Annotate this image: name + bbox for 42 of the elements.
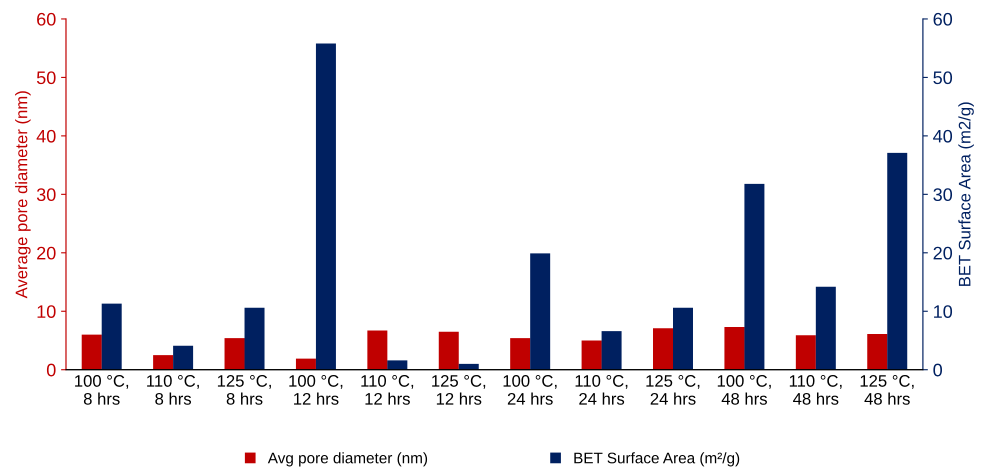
x-tick-label: 125 °C, 12 hrs (432, 375, 486, 405)
bar (296, 358, 316, 370)
y-tick-label: 60 (37, 12, 56, 26)
bar (316, 44, 336, 370)
bar (887, 152, 908, 370)
x-tick-label: 100 °C, 8 hrs (75, 375, 128, 405)
x-tick-label: 110 °C, 24 hrs (576, 375, 628, 405)
y2-tick-label: 30 (933, 188, 952, 202)
y2-tick-label: 0 (933, 364, 942, 376)
bar (438, 332, 459, 370)
bar (510, 338, 530, 370)
bar (744, 184, 764, 370)
bar (367, 330, 388, 370)
x-tick-label: 110 °C, 8 hrs (147, 375, 199, 405)
legend-label: BET Surface Area (m²/g) (574, 452, 740, 466)
y2-tick-label: 50 (933, 71, 952, 84)
x-tick-label: 110 °C, 12 hrs (361, 375, 414, 405)
y2-tick-label: 60 (934, 12, 952, 26)
y-tick-label: 0 (46, 364, 56, 376)
legend-label: Avg pore diameter (nm) (268, 452, 428, 466)
y2-tick-label: 40 (933, 130, 952, 143)
bar (816, 286, 836, 370)
y2-tick-label: 20 (934, 246, 952, 260)
y-tick-label: 50 (36, 71, 56, 84)
y-axis-title: Average pore diameter (nm) (15, 91, 31, 298)
x-tick-label: 125 °C, 8 hrs (218, 375, 271, 405)
y2-axis-title: BET Surface Area (m2/g) (958, 102, 974, 286)
bar (724, 327, 744, 370)
x-tick-label: 125 °C, 48 hrs (860, 375, 914, 405)
bar (530, 253, 550, 370)
bar (387, 360, 408, 370)
x-tick-label: 100 °C, 12 hrs (289, 375, 342, 405)
y-tick-label: 20 (37, 246, 56, 260)
y-tick-label: 10 (38, 305, 56, 318)
y-tick-label: 40 (36, 130, 56, 143)
bar (867, 334, 888, 370)
y-tick-label: 30 (36, 188, 56, 202)
x-tick-label: 110 °C, 48 hrs (790, 375, 842, 405)
x-tick-label: 100 °C, 24 hrs (504, 375, 557, 405)
x-tick-label: 100 °C, 48 hrs (718, 375, 771, 405)
y2-tick-label: 10 (934, 305, 952, 318)
x-tick-label: 125 °C, 24 hrs (646, 375, 700, 405)
